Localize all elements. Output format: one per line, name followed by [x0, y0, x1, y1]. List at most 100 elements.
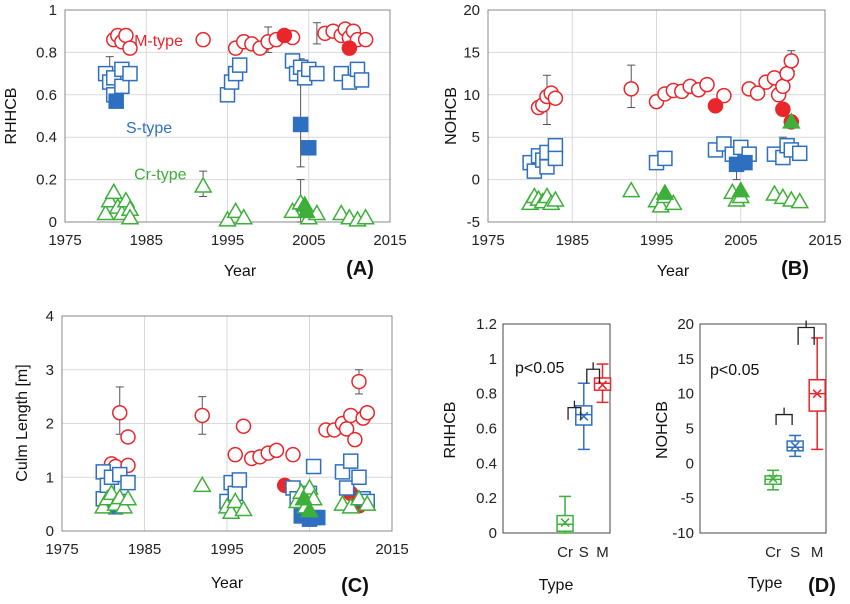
x-tick-label: 1975 [48, 232, 81, 249]
panel-d-nohcb-x-label: Type [748, 575, 783, 592]
cr-triangle-marker [193, 176, 213, 193]
mean-marker [560, 518, 570, 528]
panel-d-rhhcb-y-label: RHHCB [442, 402, 459, 459]
category-label: M [811, 544, 824, 561]
m-circle-marker [118, 27, 134, 44]
s-square-marker [338, 480, 355, 496]
m-circle-marker [699, 76, 715, 93]
cr-triangle-marker [297, 201, 316, 219]
mean-marker [790, 441, 800, 451]
y-tick-label: 0 [46, 523, 54, 540]
cr-triangle-marker [731, 181, 751, 198]
y-tick-label: 10 [677, 386, 694, 403]
m-circle-marker [112, 405, 128, 421]
panel-b-x-ticks: 1975 1985 1995 2005 2015 [471, 232, 841, 249]
y-tick-label: 0.8 [36, 44, 57, 61]
x-tick-label: 1995 [210, 541, 243, 558]
cr-triangle-marker [357, 494, 377, 511]
category-label: S [790, 544, 800, 561]
panel-b-x-label: Year [657, 263, 690, 280]
s-square-marker [108, 93, 124, 109]
cr-triangle-marker [546, 190, 565, 207]
mean-marker [812, 389, 822, 399]
s-square-marker [305, 458, 322, 475]
panel-d-caption: (D) [808, 575, 836, 597]
panel-d-rhhcb-frame [502, 323, 611, 534]
panel-d-rhhcb-y-ticks: 0 0.2 0.4 0.6 0.8 1 1.2 [476, 316, 497, 542]
y-tick-label: 0 [686, 455, 694, 472]
s-square-marker [120, 474, 136, 491]
y-tick-label: 0.4 [36, 129, 57, 146]
panel-a-y-label: RHHCB [3, 88, 20, 145]
panel-b-markers [520, 53, 810, 213]
panel-a: 0 0.2 0.4 0.6 0.8 1 1975 1985 1995 2005 2015 M-ty… [3, 2, 407, 280]
m-circle-marker [120, 429, 136, 445]
m-circle-marker [235, 418, 252, 434]
s-square-marker [547, 150, 564, 167]
panel-d-nohcb-frame [699, 323, 827, 534]
panel-d-nohcb-x-ticks: Cr S M [765, 544, 823, 561]
y-tick-label: 0.8 [476, 386, 497, 403]
x-tick-label: 2005 [724, 232, 757, 249]
m-circle-marker [268, 442, 285, 459]
m-circle-marker [285, 446, 301, 463]
panel-d-nohcb-y-ticks: -10 -5 0 5 10 15 20 [672, 316, 694, 542]
y-tick-label: 0 [49, 214, 57, 231]
m-circle-marker [347, 431, 363, 448]
y-tick-label: 0.6 [36, 87, 57, 104]
x-tick-label: 1985 [130, 232, 163, 249]
panel-c-caption: (C) [341, 575, 369, 597]
s-box [575, 382, 593, 451]
x-tick-label: 1985 [128, 541, 161, 558]
m-circle-marker [623, 81, 639, 97]
s-square-marker [292, 116, 309, 133]
panel-c-y-label: Culm Length [m] [14, 364, 31, 481]
cr-box [556, 495, 574, 534]
panel-c-markers [93, 373, 377, 527]
cr-triangle-marker [104, 182, 124, 200]
y-tick-label: 0.2 [476, 490, 497, 507]
panel-d-rhhcb-pvalue: p<0.05 [515, 360, 564, 377]
cr-triangle-marker [349, 489, 369, 506]
category-label: S [579, 544, 589, 561]
y-tick-label: -5 [681, 490, 694, 507]
panel-d-nohcb-boxes [764, 337, 826, 491]
category-label: Cr [557, 544, 573, 561]
type-annotation: S-type [126, 120, 172, 137]
panel-d-nohcb-significance [775, 320, 815, 426]
y-tick-label: 0.2 [36, 172, 57, 189]
iqr-box [808, 378, 826, 412]
cr-triangle-marker [120, 208, 140, 225]
panel-d-rhhcb-boxes [556, 363, 612, 534]
significance-bracket [567, 400, 582, 420]
cr-triangle-marker [100, 191, 119, 208]
cr-triangle-marker [782, 112, 801, 129]
y-tick-label: 0 [489, 525, 497, 542]
panel-c-y-ticks: 0 1 2 3 4 [46, 308, 54, 540]
s-square-marker [301, 140, 317, 156]
m-circle-marker [276, 27, 293, 44]
cr-triangle-marker [225, 491, 245, 509]
cr-triangle-marker [234, 208, 254, 225]
s-square-marker [547, 137, 564, 154]
panel-d-rhhcb-significance [567, 362, 601, 420]
cr-box [764, 469, 782, 491]
m-circle-marker [716, 87, 732, 104]
y-tick-label: 1.2 [476, 316, 497, 333]
panel-c-x-label: Year [211, 575, 244, 592]
s-square-marker [231, 57, 248, 73]
y-tick-label: 0.4 [476, 455, 497, 472]
x-tick-label: 2015 [375, 541, 408, 558]
panel-d-rhhcb-x-ticks: Cr S M [557, 544, 609, 561]
panel-d-rhhcb-boxplot: 0 0.2 0.4 0.6 0.8 1 1.2 Cr S M p<0.05 Type RHHCB [442, 316, 612, 594]
m-circle-marker [195, 31, 211, 48]
m-circle-marker [775, 78, 791, 95]
m-circle-marker [357, 31, 374, 48]
x-tick-label: 1995 [640, 232, 673, 249]
cr-triangle-marker [790, 192, 810, 209]
cr-triangle-marker [356, 208, 375, 225]
y-tick-label: 15 [463, 44, 480, 61]
cr-triangle-marker [226, 201, 245, 219]
x-tick-label: 1995 [211, 232, 244, 249]
panel-d-nohcb-y-label: NOHCB [654, 401, 671, 459]
